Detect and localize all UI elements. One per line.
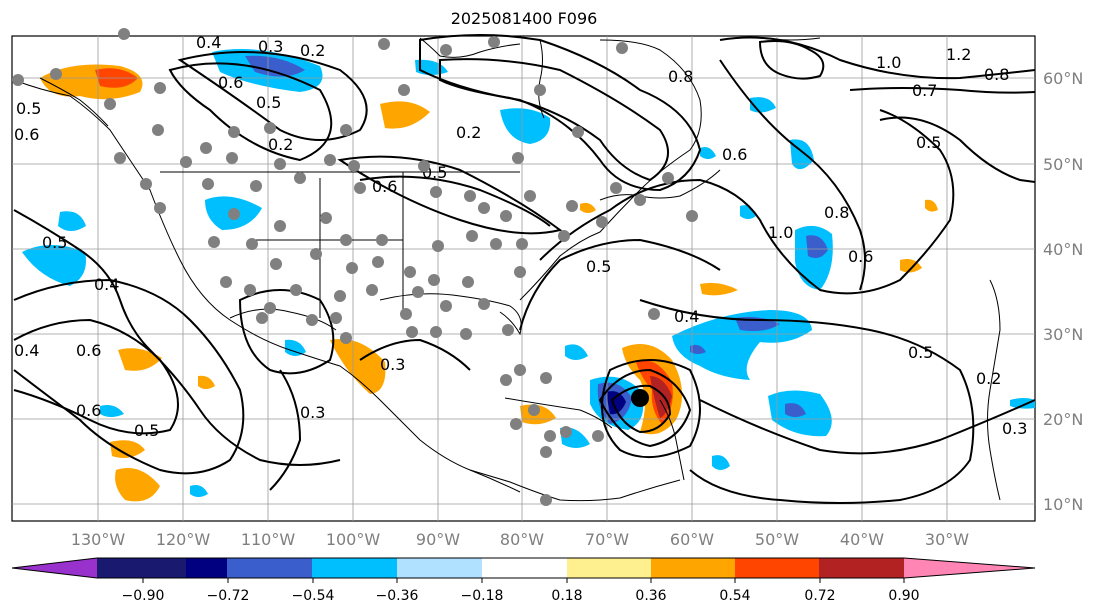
contour-lines	[13, 34, 1036, 504]
lat-tick-label: 30°N	[1043, 325, 1083, 344]
lon-tick-label: 30°W	[925, 530, 969, 549]
colorbar-bin	[397, 558, 482, 578]
lon-tick-label: 80°W	[500, 530, 544, 549]
colorbar-tick-label: −0.54	[292, 588, 335, 604]
colorbar-bin	[227, 558, 312, 578]
lat-tick-label: 50°N	[1043, 155, 1083, 174]
colorbar-tick-label: 0.72	[804, 588, 835, 604]
lat-tick-label: 10°N	[1043, 495, 1083, 514]
contour-label: 0.6	[218, 73, 243, 92]
contour-label: 0.4	[674, 307, 699, 326]
lat-tick-label: 40°N	[1043, 240, 1083, 259]
colorbar-tick-label: −0.90	[122, 588, 165, 604]
contour-label: 0.5	[916, 133, 941, 152]
contour-label: 0.2	[300, 41, 325, 60]
lon-tick-label: 60°W	[670, 530, 714, 549]
lon-tick-label: 100°W	[326, 530, 381, 549]
contour-label: 0.8	[668, 67, 693, 86]
contour-label: 0.6	[76, 401, 101, 420]
contour-label: 0.2	[976, 369, 1001, 388]
contour-label: 0.3	[300, 403, 325, 422]
contour-label: 0.4	[196, 33, 221, 52]
contour-label: 1.2	[946, 45, 971, 64]
lon-tick-label: 110°W	[241, 530, 296, 549]
contour-label: 0.2	[456, 123, 481, 142]
contour-label: 0.3	[380, 355, 405, 374]
contour-label: 1.0	[876, 53, 901, 72]
lon-tick-label: 70°W	[585, 530, 629, 549]
station-markers	[12, 28, 698, 506]
colorbar-bin	[819, 558, 904, 578]
lon-tick-label: 120°W	[156, 530, 211, 549]
colorbar-tick-label: 0.54	[719, 588, 750, 604]
contour-label: 0.7	[912, 81, 937, 100]
map-panel: 0.4 0.3 0.2 0.6 0.5 0.2 0.8 1.0 1.2 0.8 …	[11, 28, 1036, 522]
contour-label: 0.6	[372, 177, 397, 196]
latitude-tick-labels: 60°N 50°N 40°N 30°N 20°N 10°N	[1043, 69, 1083, 514]
lon-tick-label: 90°W	[416, 530, 460, 549]
coastlines	[13, 37, 1001, 502]
lon-tick-label: 130°W	[71, 530, 126, 549]
lon-tick-label: 40°W	[840, 530, 884, 549]
contour-label: 0.4	[14, 341, 39, 360]
colorbar-tick-label: −0.72	[207, 588, 250, 604]
colorbar: −0.90 −0.72 −0.54 −0.36 −0.18 0.18 0.36 …	[11, 557, 1036, 604]
colorbar-tick-label: 0.90	[888, 588, 919, 604]
anomaly-fills	[22, 49, 1035, 502]
lat-tick-label: 60°N	[1043, 69, 1083, 88]
colorbar-bin	[567, 558, 651, 578]
colorbar-tick-label: −0.18	[461, 588, 504, 604]
contour-label: 0.3	[258, 37, 283, 56]
contour-label: 0.2	[268, 135, 293, 154]
contour-label: 0.8	[984, 65, 1009, 84]
colorbar-bin	[482, 558, 567, 578]
contour-label: 0.5	[586, 257, 611, 276]
contour-label: 0.6	[722, 145, 747, 164]
contour-label: 0.5	[256, 93, 281, 112]
lon-tick-label: 50°W	[755, 530, 799, 549]
colorbar-bin	[651, 558, 735, 578]
contour-label: 0.6	[848, 247, 873, 266]
contour-label: 0.6	[14, 125, 39, 144]
colorbar-tick-label: −0.36	[376, 588, 419, 604]
colorbar-extend-high	[904, 558, 1035, 578]
contour-label: 0.4	[94, 275, 119, 294]
colorbar-tick-label: 0.36	[635, 588, 666, 604]
lat-tick-label: 20°N	[1043, 410, 1083, 429]
colorbar-bin	[735, 558, 819, 578]
colorbar-bin	[97, 558, 186, 578]
contour-label: 0.5	[42, 233, 67, 252]
contour-label: 0.5	[16, 99, 41, 118]
contour-label: 0.6	[76, 341, 101, 360]
colorbar-extend-low	[12, 558, 97, 578]
colorbar-bin	[312, 558, 397, 578]
colorbar-bin	[186, 558, 227, 578]
contour-label: 0.5	[908, 343, 933, 362]
contour-labels: 0.4 0.3 0.2 0.6 0.5 0.2 0.8 1.0 1.2 0.8 …	[14, 33, 1027, 440]
map-title: 2025081400 F096	[451, 9, 598, 28]
contour-label: 0.3	[1002, 419, 1027, 438]
colorbar-tick-label: 0.18	[551, 588, 582, 604]
contour-label: 0.8	[824, 203, 849, 222]
contour-label: 1.0	[768, 223, 793, 242]
storm-center-marker	[631, 389, 649, 407]
contour-label: 0.5	[134, 421, 159, 440]
longitude-tick-labels: 130°W 120°W 110°W 100°W 90°W 80°W 70°W 6…	[71, 530, 969, 549]
